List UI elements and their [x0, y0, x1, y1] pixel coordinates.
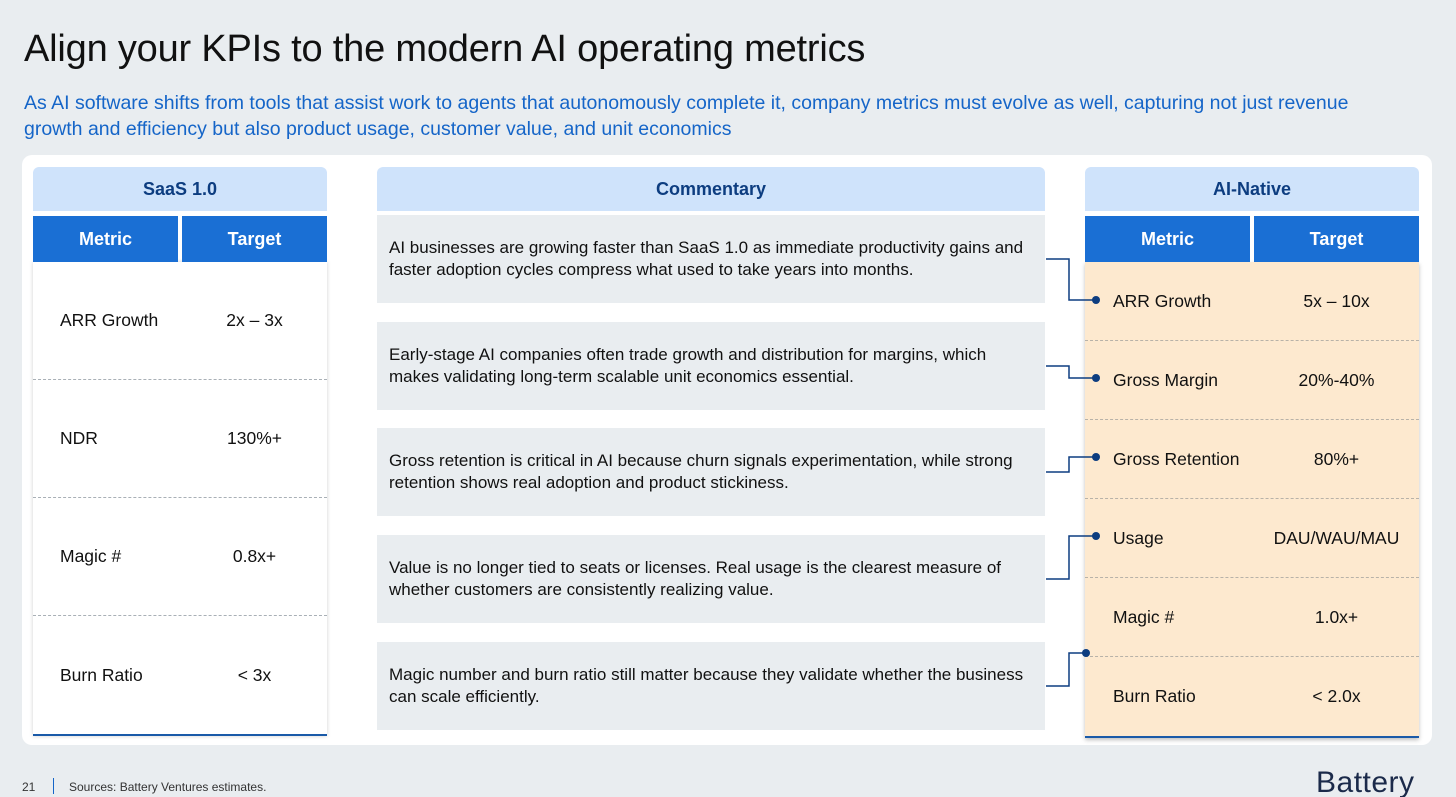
metric-cell: ARR Growth	[60, 310, 159, 330]
metric-cell: Gross Margin	[1113, 369, 1219, 390]
metric-cell: ARR Growth	[1113, 290, 1212, 311]
target-cell: < 2.0x	[1312, 686, 1361, 706]
table-row: Burn Ratio < 3x	[33, 616, 327, 734]
metric-cell: NDR	[60, 428, 98, 448]
saas-col-metric: Metric	[33, 216, 178, 262]
saas-column-headers: Metric Target	[33, 216, 327, 262]
commentary-box: Magic number and burn ratio still matter…	[377, 642, 1045, 730]
ai-column-headers: Metric Target	[1085, 216, 1419, 262]
metric-cell: Magic #	[1113, 606, 1175, 627]
metric-cell: Burn Ratio	[1113, 686, 1196, 706]
target-cell: < 3x	[237, 664, 272, 685]
saas-body: ARR Growth 2x – 3x NDR 130%+ Magic # 0.8…	[33, 262, 327, 736]
footer-divider	[53, 778, 54, 794]
table-row: Burn Ratio < 2.0x	[1085, 657, 1419, 736]
commentary-box: Gross retention is critical in AI becaus…	[377, 428, 1045, 516]
table-row: NDR 130%+	[33, 380, 327, 498]
table-row: Gross Margin 20%-40%	[1085, 341, 1419, 420]
saas-col-target: Target	[182, 216, 327, 262]
saas-table: SaaS 1.0 Metric Target ARR Growth 2x – 3…	[33, 167, 327, 736]
ai-col-metric: Metric	[1085, 216, 1250, 262]
saas-header: SaaS 1.0	[33, 167, 327, 211]
target-cell: 80%+	[1313, 448, 1360, 469]
metric-cell: Magic #	[60, 546, 122, 566]
table-row: ARR Growth 2x – 3x	[33, 262, 327, 380]
page-number: 21	[22, 780, 36, 794]
target-cell: 20%-40%	[1298, 369, 1375, 390]
table-row: Magic # 0.8x+	[33, 498, 327, 616]
commentary-box: AI businesses are growing faster than Sa…	[377, 215, 1045, 303]
target-cell: 5x – 10x	[1303, 290, 1370, 311]
target-cell: 0.8x+	[232, 546, 277, 566]
ai-native-body: ARR Growth 5x – 10x Gross Margin 20%-40%…	[1085, 262, 1419, 738]
table-row: ARR Growth 5x – 10x	[1085, 262, 1419, 341]
target-cell: 1.0x+	[1314, 606, 1359, 627]
metric-cell: Burn Ratio	[60, 664, 143, 685]
table-row: Magic # 1.0x+	[1085, 578, 1419, 657]
sources-note: Sources: Battery Ventures estimates.	[69, 780, 267, 794]
commentary-box: Early-stage AI companies often trade gro…	[377, 322, 1045, 410]
table-row: Gross Retention 80%+	[1085, 420, 1419, 499]
ai-col-target: Target	[1254, 216, 1419, 262]
target-cell: DAU/WAU/MAU	[1273, 527, 1400, 548]
target-cell: 130%+	[227, 428, 282, 448]
metric-cell: Usage	[1113, 527, 1164, 548]
table-row: Usage DAU/WAU/MAU	[1085, 499, 1419, 578]
slide-subtitle: As AI software shifts from tools that as…	[24, 92, 1349, 140]
battery-logo: Battery	[1316, 766, 1415, 797]
metric-cell: Gross Retention	[1113, 448, 1240, 469]
slide-title: Align your KPIs to the modern AI operati…	[24, 28, 866, 70]
ai-native-table: AI-Native Metric Target ARR Growth 5x – …	[1085, 167, 1419, 738]
commentary-box: Value is no longer tied to seats or lice…	[377, 535, 1045, 623]
target-cell: 2x – 3x	[226, 310, 283, 330]
commentary-header: Commentary	[377, 167, 1045, 211]
ai-native-header: AI-Native	[1085, 167, 1419, 211]
